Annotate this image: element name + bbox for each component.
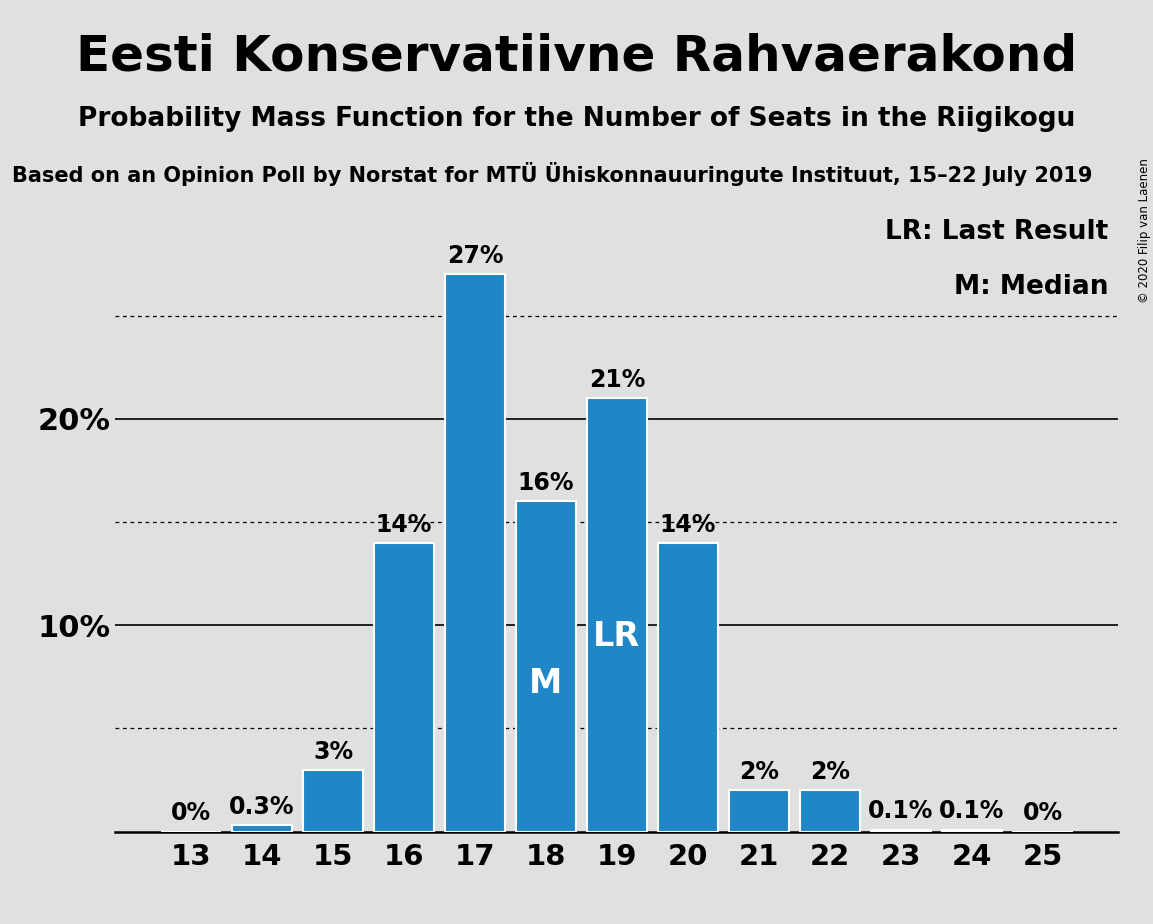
Text: 2%: 2%: [809, 760, 850, 784]
Text: 3%: 3%: [312, 739, 353, 763]
Text: © 2020 Filip van Laenen: © 2020 Filip van Laenen: [1138, 159, 1151, 303]
Bar: [587, 398, 647, 832]
Bar: [303, 770, 363, 832]
Text: 0%: 0%: [171, 801, 211, 825]
Bar: [445, 274, 505, 832]
Text: Eesti Konservatiivne Rahvaerakond: Eesti Konservatiivne Rahvaerakond: [76, 32, 1077, 80]
Bar: [374, 542, 435, 832]
Text: 16%: 16%: [518, 471, 574, 495]
Text: 2%: 2%: [739, 760, 778, 784]
Bar: [515, 502, 576, 832]
Bar: [657, 542, 718, 832]
Text: M: Median: M: Median: [954, 274, 1108, 300]
Text: 0%: 0%: [1023, 801, 1063, 825]
Text: 0.3%: 0.3%: [229, 796, 295, 820]
Bar: [729, 790, 789, 832]
Text: Probability Mass Function for the Number of Seats in the Riigikogu: Probability Mass Function for the Number…: [77, 106, 1076, 132]
Text: LR: LR: [594, 620, 640, 653]
Text: Based on an Opinion Poll by Norstat for MTÜ Ühiskonnauuringute Instituut, 15–22 : Based on an Opinion Poll by Norstat for …: [12, 162, 1092, 186]
Text: 21%: 21%: [589, 368, 645, 392]
Text: 0.1%: 0.1%: [868, 799, 934, 823]
Text: 14%: 14%: [376, 513, 432, 537]
Bar: [232, 825, 292, 832]
Bar: [799, 790, 860, 832]
Text: LR: Last Result: LR: Last Result: [886, 219, 1108, 245]
Bar: [942, 830, 1002, 832]
Text: M: M: [529, 666, 563, 699]
Text: 0.1%: 0.1%: [939, 799, 1004, 823]
Text: 27%: 27%: [446, 244, 503, 268]
Bar: [871, 830, 930, 832]
Text: 14%: 14%: [660, 513, 716, 537]
